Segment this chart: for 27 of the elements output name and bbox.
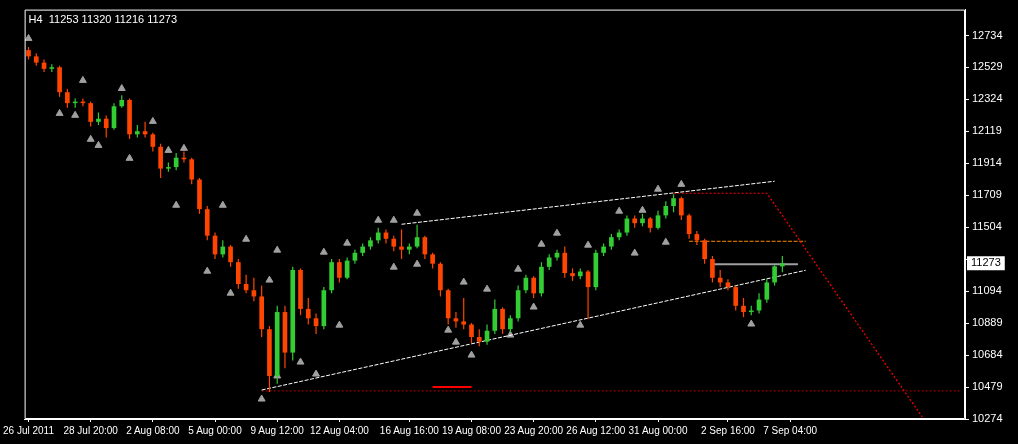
x-tick-label: 28 Jul 20:00 — [63, 424, 119, 436]
x-tick-label: 9 Aug 12:00 — [250, 424, 305, 436]
x-tick-label: 31 Aug 00:00 — [628, 424, 688, 436]
x-tick-label: 5 Aug 00:00 — [188, 424, 243, 436]
x-tick-label: 26 Aug 12:00 — [566, 424, 626, 436]
x-tick-label: 2 Aug 08:00 — [126, 424, 180, 436]
y-tick-label: 10684 — [972, 348, 1003, 361]
annotation: 11273 — [971, 256, 1001, 269]
chart-title: H4 11253 11320 11216 11273 — [28, 12, 178, 25]
y-tick-label: 11504 — [972, 220, 1002, 233]
y-tick-label: 11914 — [972, 156, 1002, 169]
x-tick-label: 7 Sep 04:00 — [763, 424, 818, 436]
x-tick-label: 19 Aug 08:00 — [442, 424, 502, 436]
y-tick-label: 12119 — [972, 124, 1002, 137]
x-tick-label: 16 Aug 16:00 — [379, 424, 440, 436]
y-tick-label: 10889 — [972, 316, 1003, 329]
y-tick-label: 12529 — [972, 60, 1003, 73]
y-tick-label: 12324 — [972, 92, 1003, 105]
x-tick-label: 26 Jul 2011 — [3, 424, 55, 436]
x-tick-label: 2 Sep 16:00 — [700, 424, 756, 436]
x-tick-label: 23 Aug 20:00 — [504, 424, 564, 436]
y-tick-label: 12734 — [972, 28, 1003, 41]
x-tick-label: 12 Aug 04:00 — [309, 424, 370, 436]
y-tick-label: 10274 — [972, 412, 1003, 425]
y-tick-label: 11709 — [972, 188, 1002, 201]
y-tick-label: 10479 — [972, 380, 1003, 393]
y-tick-label: 11094 — [972, 284, 1002, 297]
